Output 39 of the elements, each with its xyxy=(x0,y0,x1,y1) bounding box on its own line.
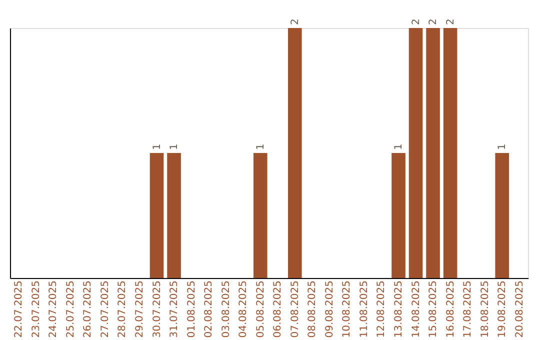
data-label: 1 xyxy=(152,144,163,150)
x-tick-label: 04.08.2025 xyxy=(238,280,250,338)
x-tick-label: 27.07.2025 xyxy=(100,280,111,338)
x-tick-label: 26.07.2025 xyxy=(82,280,94,338)
x-tick-label: 16.08.2025 xyxy=(445,280,456,338)
x-tick-label: 20.08.2025 xyxy=(514,280,526,338)
x-tick-label: 01.08.2025 xyxy=(186,280,198,338)
x-tick-label: 23.07.2025 xyxy=(30,280,42,338)
x-tick-label: 05.08.2025 xyxy=(255,280,266,338)
data-label: 2 xyxy=(290,18,301,25)
x-tick-label: 07.08.2025 xyxy=(290,280,301,338)
x-tick-label: 28.07.2025 xyxy=(117,280,128,338)
x-tick-label: 02.08.2025 xyxy=(204,280,215,338)
x-tick-label: 13.08.2025 xyxy=(394,280,404,338)
data-label: 2 xyxy=(410,18,422,25)
x-tick-label: 06.08.2025 xyxy=(272,280,284,338)
x-tick-label: 30.07.2025 xyxy=(152,280,163,338)
x-tick-label: 10.08.2025 xyxy=(342,280,353,338)
x-tick-label: 09.08.2025 xyxy=(324,280,336,338)
x-tick-label: 08.08.2025 xyxy=(307,280,318,338)
data-label: 1 xyxy=(169,144,180,150)
x-tick-label: 25.07.2025 xyxy=(65,280,76,338)
x-tick-label: 22.07.2025 xyxy=(14,280,25,338)
data-label: 1 xyxy=(255,144,266,150)
x-tick-label: 31.07.2025 xyxy=(169,280,180,338)
x-tick-label: 12.08.2025 xyxy=(376,280,388,338)
x-tick-label: 29.07.2025 xyxy=(134,280,146,338)
x-tick-label: 24.07.2025 xyxy=(48,280,60,338)
data-label: 2 xyxy=(445,18,456,25)
data-label: 1 xyxy=(497,144,508,150)
data-label: 1 xyxy=(394,144,404,150)
x-tick-label: 14.08.2025 xyxy=(410,280,422,338)
x-tick-label: 17.08.2025 xyxy=(462,280,474,338)
x-tick-label: 03.08.2025 xyxy=(220,280,232,338)
x-tick-label: 15.08.2025 xyxy=(428,280,440,338)
data-label: 2 xyxy=(428,18,440,25)
x-tick-label: 19.08.2025 xyxy=(497,280,508,338)
x-tick-label: 18.08.2025 xyxy=(480,280,491,338)
x-tick-label: 11.08.2025 xyxy=(358,280,370,338)
